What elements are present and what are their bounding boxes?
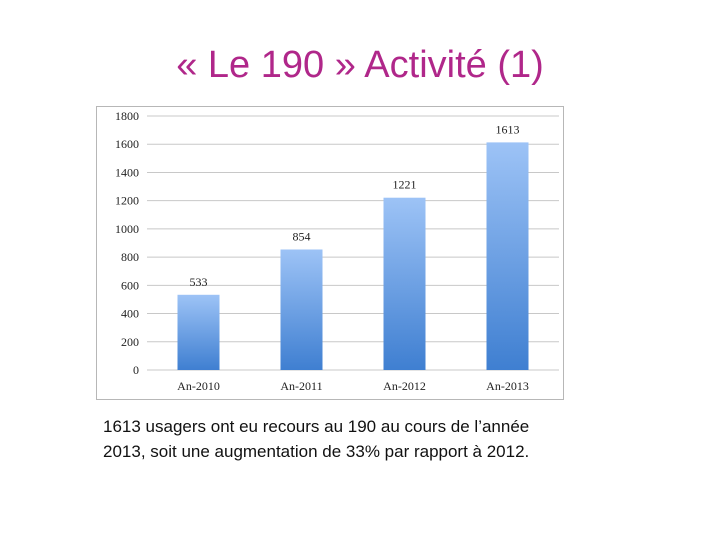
caption: 1613 usagers ont eu recours au 190 au co… — [103, 414, 623, 464]
bar-an-2013 — [486, 142, 529, 370]
y-tick-label: 1000 — [115, 222, 139, 236]
x-category-label: An-2011 — [280, 379, 322, 393]
bar-an-2011 — [280, 249, 323, 370]
y-tick-label: 1200 — [115, 194, 139, 208]
y-tick-label: 200 — [121, 335, 139, 349]
y-tick-label: 1400 — [115, 165, 139, 179]
data-labels: 533 854 1221 1613 — [190, 122, 520, 288]
y-tick-label: 400 — [121, 307, 139, 321]
caption-line-2: 2013, soit une augmentation de 33% par r… — [103, 442, 530, 461]
y-tick-label: 0 — [133, 363, 139, 377]
bar-chart: 0 200 400 600 800 1000 1200 1400 1600 1800 533 854… — [96, 106, 564, 400]
bar-an-2012 — [383, 197, 426, 370]
y-axis-ticks: 0 200 400 600 800 1000 1200 1400 1600 1800 — [115, 109, 139, 377]
y-tick-label: 1600 — [115, 137, 139, 151]
x-category-label: An-2012 — [383, 379, 426, 393]
data-label: 533 — [190, 275, 208, 289]
chart-canvas: 0 200 400 600 800 1000 1200 1400 1600 1800 533 854… — [115, 109, 559, 393]
data-label: 1221 — [393, 178, 417, 192]
caption-line-1: 1613 usagers ont eu recours au 190 au co… — [103, 417, 530, 436]
slide-title: « Le 190 » Activité (1) — [176, 44, 544, 86]
bar-an-2010 — [177, 294, 220, 370]
x-category-label: An-2013 — [486, 379, 529, 393]
data-label: 1613 — [496, 122, 520, 136]
data-label: 854 — [293, 229, 311, 243]
y-tick-label: 800 — [121, 250, 139, 264]
y-tick-label: 1800 — [115, 109, 139, 123]
y-tick-label: 600 — [121, 278, 139, 292]
x-axis-categories: An-2010 An-2011 An-2012 An-2013 — [177, 379, 529, 393]
bars — [177, 142, 529, 370]
x-category-label: An-2010 — [177, 379, 220, 393]
